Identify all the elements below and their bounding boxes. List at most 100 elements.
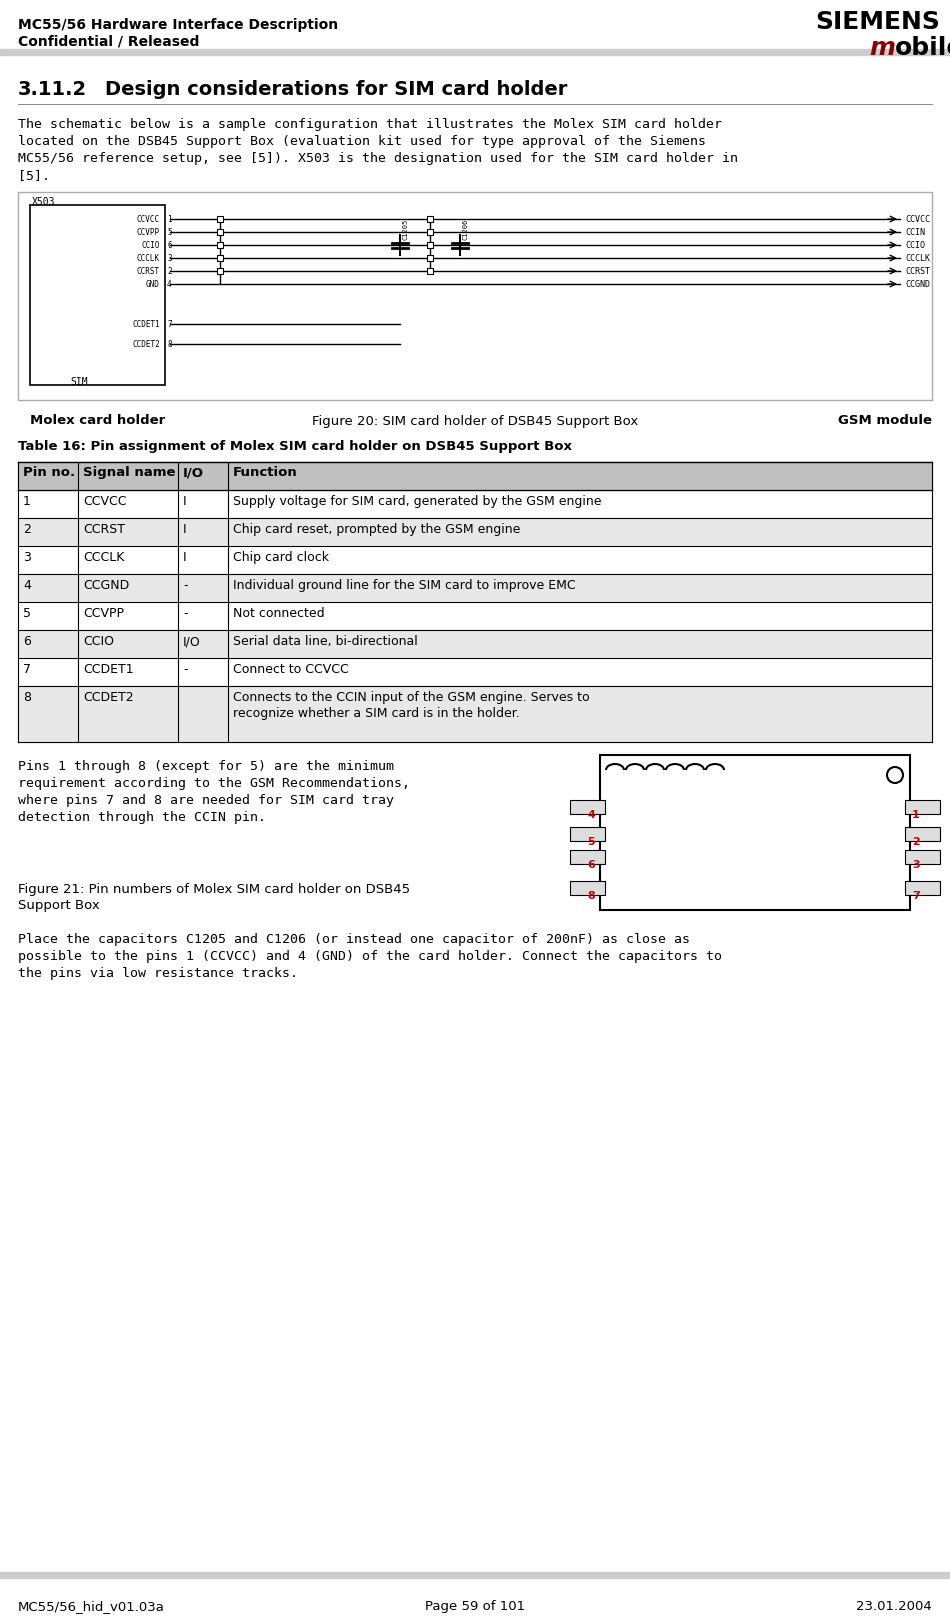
- Text: MC55/56 Hardware Interface Description: MC55/56 Hardware Interface Description: [18, 18, 338, 32]
- Text: 1: 1: [912, 811, 920, 820]
- Text: Chip card reset, prompted by the GSM engine: Chip card reset, prompted by the GSM eng…: [233, 523, 521, 536]
- Text: 1: 1: [23, 495, 30, 508]
- Text: Page 59 of 101: Page 59 of 101: [425, 1600, 525, 1613]
- Text: CCVCC: CCVCC: [905, 215, 930, 223]
- Bar: [570, 880, 605, 895]
- Text: where pins 7 and 8 are needed for SIM card tray: where pins 7 and 8 are needed for SIM ca…: [18, 794, 394, 807]
- Bar: [217, 230, 223, 235]
- Text: 7: 7: [167, 319, 172, 328]
- Text: 5: 5: [587, 837, 595, 846]
- Text: X503: X503: [32, 197, 55, 207]
- Text: recognize whether a SIM card is in the holder.: recognize whether a SIM card is in the h…: [233, 707, 520, 720]
- Text: 8: 8: [23, 691, 31, 704]
- Text: MC55/56_hid_v01.03a: MC55/56_hid_v01.03a: [18, 1600, 165, 1613]
- Text: CCGND: CCGND: [83, 579, 129, 592]
- Text: I: I: [183, 495, 186, 508]
- Text: -: -: [183, 663, 187, 676]
- Text: SIM: SIM: [70, 377, 87, 387]
- Bar: [18, 193, 932, 400]
- Text: -: -: [183, 607, 187, 620]
- Text: GND: GND: [146, 280, 160, 288]
- Text: CCRST: CCRST: [905, 267, 930, 275]
- Text: located on the DSB45 Support Box (evaluation kit used for type approval of the S: located on the DSB45 Support Box (evalua…: [18, 134, 706, 147]
- Text: 4: 4: [587, 811, 595, 820]
- Bar: [600, 756, 910, 909]
- Bar: [18, 574, 932, 602]
- Bar: [427, 256, 433, 260]
- Text: 2: 2: [167, 267, 172, 275]
- Text: m: m: [869, 36, 895, 60]
- Bar: [18, 490, 932, 518]
- Text: Support Box: Support Box: [18, 900, 100, 913]
- Text: The schematic below is a sample configuration that illustrates the Molex SIM car: The schematic below is a sample configur…: [18, 118, 722, 131]
- Text: I/O: I/O: [183, 634, 200, 647]
- Text: 3: 3: [167, 254, 172, 262]
- Bar: [427, 269, 433, 273]
- Text: 4: 4: [167, 280, 172, 288]
- Text: 2: 2: [912, 837, 920, 846]
- Text: 3: 3: [912, 859, 920, 870]
- Text: CCVPP: CCVPP: [83, 607, 124, 620]
- Bar: [905, 880, 940, 895]
- Text: 3.11.2: 3.11.2: [18, 79, 87, 99]
- Text: CCIO: CCIO: [142, 241, 160, 249]
- Bar: [18, 518, 932, 545]
- Text: detection through the CCIN pin.: detection through the CCIN pin.: [18, 811, 266, 824]
- Text: SIEMENS: SIEMENS: [815, 10, 940, 34]
- Bar: [570, 849, 605, 864]
- Text: Connects to the CCIN input of the GSM engine. Serves to: Connects to the CCIN input of the GSM en…: [233, 691, 590, 704]
- Text: CCDET1: CCDET1: [83, 663, 134, 676]
- Text: CCVCC: CCVCC: [83, 495, 126, 508]
- Bar: [427, 243, 433, 248]
- Bar: [905, 827, 940, 840]
- Text: requirement according to the GSM Recommendations,: requirement according to the GSM Recomme…: [18, 777, 410, 790]
- Text: obile: obile: [895, 36, 950, 60]
- Bar: [217, 269, 223, 273]
- Bar: [905, 849, 940, 864]
- Text: CCRST: CCRST: [137, 267, 160, 275]
- Text: CCRST: CCRST: [83, 523, 125, 536]
- Text: 7: 7: [23, 663, 31, 676]
- Text: Pin no.: Pin no.: [23, 466, 75, 479]
- Text: CCGND: CCGND: [905, 280, 930, 288]
- Text: 1: 1: [167, 215, 172, 223]
- Text: CCIO: CCIO: [83, 634, 114, 647]
- Bar: [30, 205, 165, 385]
- Text: Chip card clock: Chip card clock: [233, 552, 329, 565]
- Text: Pins 1 through 8 (except for 5) are the minimum: Pins 1 through 8 (except for 5) are the …: [18, 760, 394, 773]
- Text: CCDET2: CCDET2: [83, 691, 134, 704]
- Text: GSM module: GSM module: [838, 414, 932, 427]
- Bar: [217, 243, 223, 248]
- Bar: [570, 801, 605, 814]
- Text: -: -: [183, 579, 187, 592]
- Text: Figure 21: Pin numbers of Molex SIM card holder on DSB45: Figure 21: Pin numbers of Molex SIM card…: [18, 883, 410, 896]
- Bar: [217, 215, 223, 222]
- Bar: [18, 659, 932, 686]
- Text: 6: 6: [587, 859, 595, 870]
- Text: Molex card holder: Molex card holder: [30, 414, 165, 427]
- Text: 6: 6: [23, 634, 30, 647]
- Text: CCDET2: CCDET2: [132, 340, 160, 348]
- Bar: [427, 215, 433, 222]
- Text: I/O: I/O: [183, 466, 204, 479]
- Text: CCVPP: CCVPP: [137, 228, 160, 236]
- Bar: [18, 602, 932, 629]
- Text: Table 16: Pin assignment of Molex SIM card holder on DSB45 Support Box: Table 16: Pin assignment of Molex SIM ca…: [18, 440, 572, 453]
- Text: Supply voltage for SIM card, generated by the GSM engine: Supply voltage for SIM card, generated b…: [233, 495, 601, 508]
- Text: Place the capacitors C1205 and C1206 (or instead one capacitor of 200nF) as clos: Place the capacitors C1205 and C1206 (or…: [18, 934, 690, 947]
- Text: CCIN: CCIN: [905, 228, 925, 236]
- Text: Signal name: Signal name: [83, 466, 176, 479]
- Text: CCIO: CCIO: [905, 241, 925, 249]
- Text: the pins via low resistance tracks.: the pins via low resistance tracks.: [18, 968, 298, 981]
- Text: 7: 7: [912, 892, 920, 901]
- Bar: [427, 230, 433, 235]
- Text: 2: 2: [23, 523, 30, 536]
- Text: [5].: [5].: [18, 168, 50, 181]
- Text: MC55/56 reference setup, see [5]). X503 is the designation used for the SIM card: MC55/56 reference setup, see [5]). X503 …: [18, 152, 738, 165]
- Text: Individual ground line for the SIM card to improve EMC: Individual ground line for the SIM card …: [233, 579, 576, 592]
- Text: Figure 20: SIM card holder of DSB45 Support Box: Figure 20: SIM card holder of DSB45 Supp…: [312, 414, 638, 429]
- Text: 23.01.2004: 23.01.2004: [856, 1600, 932, 1613]
- Text: I: I: [183, 552, 186, 565]
- Text: Connect to CCVCC: Connect to CCVCC: [233, 663, 349, 676]
- Text: C1206: C1206: [462, 218, 468, 239]
